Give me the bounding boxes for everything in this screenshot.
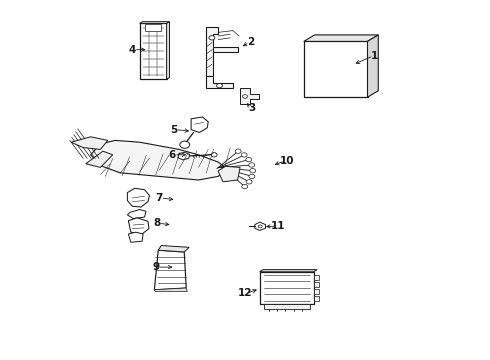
- Bar: [314, 282, 318, 287]
- Polygon shape: [178, 152, 190, 160]
- Polygon shape: [127, 210, 146, 219]
- Circle shape: [258, 225, 262, 228]
- Bar: [314, 296, 318, 301]
- Polygon shape: [368, 35, 378, 97]
- Polygon shape: [255, 222, 266, 230]
- Polygon shape: [158, 246, 189, 252]
- Text: 4: 4: [128, 45, 136, 55]
- Polygon shape: [218, 166, 240, 182]
- Text: 11: 11: [271, 221, 286, 231]
- Circle shape: [242, 184, 247, 189]
- Polygon shape: [167, 22, 170, 79]
- Bar: [140, 23, 167, 79]
- Text: 12: 12: [238, 288, 252, 298]
- Circle shape: [241, 153, 247, 157]
- Circle shape: [209, 36, 215, 40]
- Circle shape: [246, 157, 252, 162]
- Circle shape: [249, 174, 255, 179]
- Polygon shape: [91, 140, 228, 180]
- Text: 6: 6: [169, 150, 176, 160]
- Polygon shape: [71, 137, 108, 149]
- Polygon shape: [140, 22, 170, 23]
- Text: 8: 8: [153, 218, 160, 228]
- Polygon shape: [206, 76, 233, 88]
- Polygon shape: [127, 188, 149, 207]
- Bar: [260, 272, 314, 304]
- Polygon shape: [86, 151, 113, 167]
- Circle shape: [217, 84, 222, 88]
- Circle shape: [243, 95, 247, 98]
- Polygon shape: [128, 218, 149, 234]
- Text: 9: 9: [152, 262, 159, 272]
- Polygon shape: [154, 288, 187, 292]
- Bar: [264, 304, 310, 309]
- Circle shape: [211, 153, 217, 157]
- Bar: [314, 275, 318, 280]
- Text: 10: 10: [279, 156, 294, 166]
- Bar: [145, 24, 161, 31]
- Polygon shape: [304, 35, 378, 41]
- Circle shape: [235, 149, 241, 153]
- Polygon shape: [154, 250, 186, 290]
- Polygon shape: [240, 88, 259, 104]
- Polygon shape: [128, 232, 143, 242]
- Text: 3: 3: [249, 103, 256, 113]
- Circle shape: [250, 168, 256, 173]
- Text: 2: 2: [247, 37, 254, 48]
- Bar: [304, 41, 368, 97]
- Circle shape: [246, 180, 252, 184]
- Circle shape: [249, 163, 255, 167]
- Text: 5: 5: [171, 125, 177, 135]
- Circle shape: [180, 141, 190, 148]
- Text: 1: 1: [371, 51, 378, 61]
- Polygon shape: [213, 47, 238, 52]
- Polygon shape: [260, 270, 317, 272]
- Polygon shape: [191, 117, 208, 132]
- Polygon shape: [206, 27, 218, 76]
- Text: 7: 7: [155, 193, 163, 203]
- Bar: [314, 289, 318, 294]
